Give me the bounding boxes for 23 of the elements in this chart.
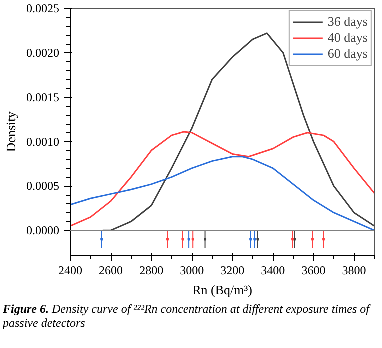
x-tick-label: 3000 <box>180 264 204 278</box>
x-tick-label: 2400 <box>58 264 82 278</box>
x-tick-label: 2800 <box>140 264 164 278</box>
line-series <box>70 156 374 232</box>
y-tick-label: 0.0005 <box>26 179 60 194</box>
y-tick-label: 0.0015 <box>26 90 60 104</box>
y-tick-label: 0.0025 <box>26 2 60 16</box>
caption: Figure 6. <box>3 302 50 316</box>
x-axis-title: Rn (Bq/m³) <box>192 282 252 298</box>
line-series <box>70 131 374 227</box>
legend-label: 36 days <box>328 14 368 30</box>
x-tick-label: 3200 <box>220 264 245 278</box>
line-series <box>102 32 374 232</box>
x-tick-label: 3800 <box>342 264 366 278</box>
x-tick-label: 3600 <box>302 264 326 278</box>
y-axis-title: Density <box>4 111 18 152</box>
y-tick-label: 0.0010 <box>26 134 60 149</box>
legend-label: 60 days <box>328 46 368 62</box>
y-tick-label: 0.0020 <box>26 46 60 60</box>
y-tick-label: 0.0000 <box>26 224 60 238</box>
legend-label: 40 days <box>328 30 368 46</box>
x-tick-label: 2600 <box>99 264 124 278</box>
x-tick-label: 3400 <box>261 264 286 278</box>
